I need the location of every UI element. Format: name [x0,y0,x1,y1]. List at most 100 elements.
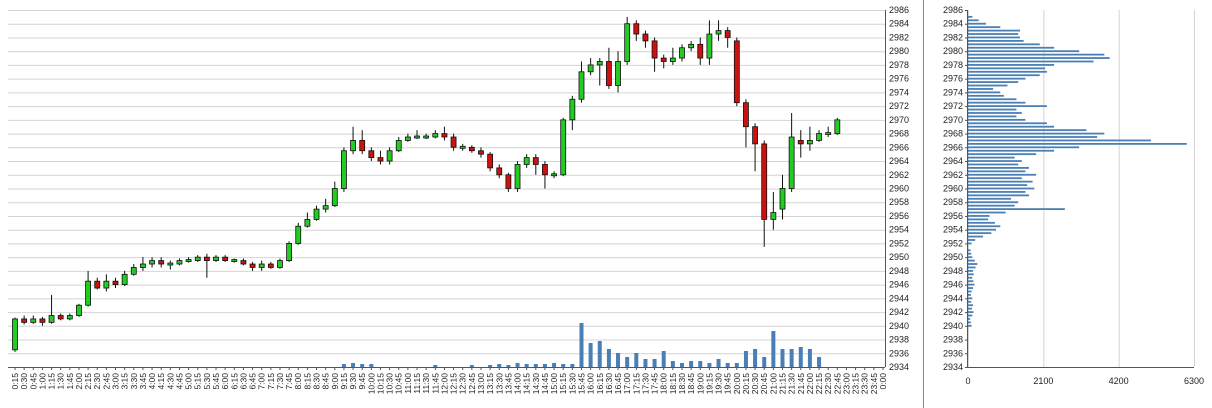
main-x-tick-label: 19:00 [695,373,705,395]
main-x-tick-label: 0:00 [878,373,888,390]
candle-body [724,30,731,38]
profile-bar [968,149,1055,152]
candle-body [203,256,210,261]
profile-bar [968,88,994,90]
candle-body [487,153,494,169]
main-x-tick-label: 13:15 [485,373,495,395]
main-x-tick-label: 1:15 [47,373,57,390]
profile-bar [968,125,1055,128]
candle-body [505,174,512,189]
profile-bar [968,122,1047,125]
main-x-tick-label: 8:45 [321,373,331,390]
main-x-tick-label: 11:15 [412,373,422,394]
profile-bar [968,283,975,286]
profile-bar [968,91,1001,94]
profile-bar [968,269,974,272]
main-y-tick-label: 2946 [889,280,909,290]
main-x-tick-label: 17:15 [631,373,641,395]
main-x-tick-label: 23:00 [841,373,851,395]
candle-body [322,205,329,210]
candle-body [377,157,384,162]
main-x-tick-label: 1:45 [65,373,75,390]
main-x-tick-label: 14:15 [522,373,532,395]
volume-bar [561,364,566,367]
volume-bar [725,363,730,367]
profile-y-tick-label: 2970 [943,115,963,125]
volume-bar [698,361,703,367]
main-x-tick-label: 8:00 [293,373,303,390]
candle-body [295,225,302,244]
candle-body [779,188,786,210]
main-x-tick-label: 7:30 [275,373,285,390]
profile-bar [968,129,1087,132]
candle-body [240,260,247,265]
profile-y-tick-label: 2986 [943,5,963,15]
volume-bar [497,364,502,367]
candle-body [48,315,55,323]
main-x-tick-label: 4:00 [147,373,157,390]
profile-y-tick-label: 2968 [943,129,963,139]
profile-bar [968,239,976,241]
profile-bar [968,94,1004,97]
volume-bar [341,364,346,367]
main-x-tick-label: 2:00 [74,373,84,390]
volume-bar [597,341,602,367]
main-x-tick-label: 13:45 [503,373,513,395]
candle-body [478,150,484,155]
profile-bar [968,225,1001,228]
profile-bar [968,321,971,324]
volume-bar [679,363,684,367]
candle-body [12,318,18,351]
candle-body [788,136,795,189]
candle-body [706,33,713,59]
profile-bar [968,235,984,238]
volume-bar [506,365,511,367]
candle-body [258,263,265,268]
profile-bar [968,215,990,217]
profile-bar [968,50,1080,53]
candle-body [743,102,749,128]
profile-bar [968,60,1094,63]
profile-bar [968,259,975,262]
candle-body [341,150,347,189]
main-y-tick-label: 2966 [889,142,909,152]
main-x-tick-label: 18:30 [677,373,687,395]
profile-y-tick-label: 2948 [943,266,963,276]
main-x-tick-label: 15:15 [558,373,568,395]
volume-bar [588,343,593,367]
volume-bar [606,349,611,367]
candle-body [752,126,758,145]
profile-y-tick-label: 2936 [943,348,963,358]
volume-bar [661,351,666,367]
volume-profile-bars [968,15,1187,327]
main-x-tick-label: 15:00 [549,373,559,395]
volume-bar [552,363,557,367]
profile-bar [968,22,986,25]
candle-body [140,263,146,268]
volume-bar [807,349,812,367]
candle-body [807,140,813,145]
candle-body [797,140,804,145]
profile-bar [968,211,1006,214]
volume-bar [360,364,365,367]
candle-body [532,157,539,165]
profile-bar [968,57,1110,59]
candle-body [213,256,219,261]
candle-body [542,164,548,176]
candle-body [404,136,411,141]
profile-y-tick-label: 2958 [943,197,963,207]
volume-bar [716,359,721,367]
volume-bar [798,347,803,367]
candle-body [176,260,183,265]
main-x-tick-label: 10:00 [366,373,376,395]
volume-bar [789,349,794,367]
main-x-tick-label: 14:00 [513,373,523,395]
profile-bar [968,263,978,265]
profile-bar [968,187,1035,190]
main-x-tick-label: 0:30 [19,373,29,390]
profile-bar [968,139,1151,142]
volume-bar [817,357,822,367]
candle-body [249,263,256,268]
main-x-tick-label: 20:00 [732,373,742,395]
profile-bar [968,228,996,231]
